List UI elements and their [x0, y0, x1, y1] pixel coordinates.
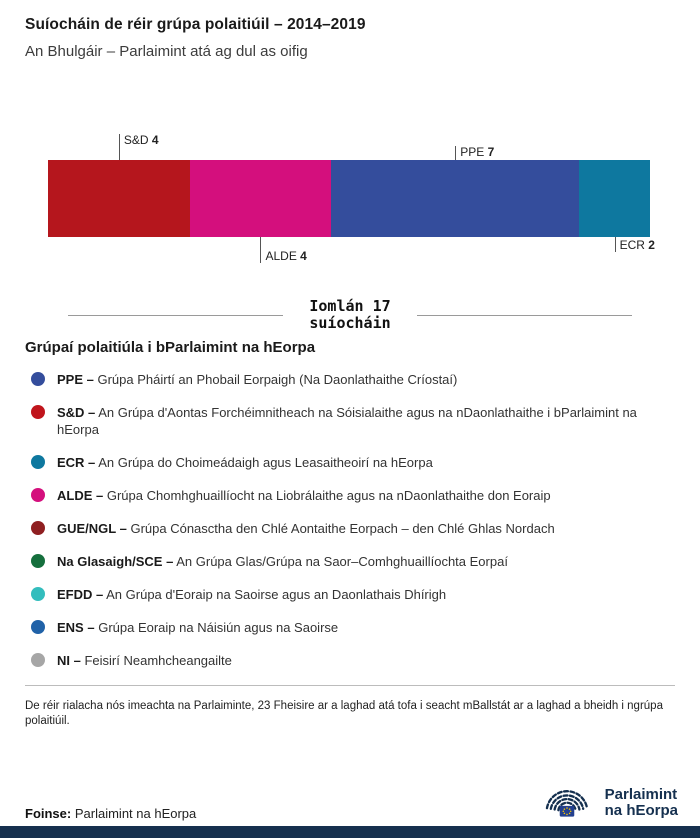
legend-abbr: Na Glasaigh/SCE – [57, 554, 174, 569]
legend-item-guengl: GUE/NGL – Grúpa Cónasctha den Chlé Aonta… [25, 520, 675, 537]
legend-abbr: GUE/NGL – [57, 521, 127, 536]
page-title: Suíocháin de réir grúpa polaitiúil – 201… [25, 16, 366, 33]
total-seats-line2: suíocháin [309, 314, 391, 332]
label-tick [260, 237, 262, 263]
bar-segment-ecr [579, 160, 650, 237]
bar-label-value: 7 [487, 145, 495, 159]
bar-label-value: 2 [648, 238, 655, 252]
eu-flag [559, 805, 574, 817]
total-seats-banner: Iomlán 17 suíocháin [68, 298, 632, 332]
source-label: Foinse: [25, 806, 72, 821]
footnote-text: De réir rialacha nós imeachta na Parlaim… [25, 700, 663, 727]
legend-item-efdd: EFDD – An Grúpa d'Eoraip na Saoirse agus… [25, 586, 675, 603]
bar-label-value: 4 [151, 133, 159, 147]
banner-rule-left [68, 314, 284, 316]
legend-abbr: ENS – [57, 620, 95, 635]
legend-color-dot [31, 488, 45, 502]
source-value: Parlaimint na hEorpa [74, 806, 197, 821]
bar-segment-alde [189, 160, 332, 237]
total-seats-line1: Iomlán 17 [309, 297, 391, 315]
legend-desc: Grúpa Eoraip na Náisiún agus na Saoirse [98, 620, 339, 635]
legend-color-dot [31, 587, 45, 601]
header: Suíocháin de réir grúpa polaitiúil – 201… [0, 0, 700, 60]
legend-abbr: EFDD – [57, 587, 104, 602]
legend-item-ens: ENS – Grúpa Eoraip na Náisiún agus na Sa… [25, 619, 675, 636]
legend-abbr: PPE – [57, 372, 94, 387]
bar-label-group: S&D [123, 133, 149, 147]
legend-abbr: ALDE – [57, 488, 104, 503]
legend-item-sd: S&D – An Grúpa d'Aontas Forchéimnitheach… [25, 404, 675, 438]
legend-color-dot [31, 554, 45, 568]
european-parliament-logo-block: Parlaimint na hEorpa [536, 782, 678, 824]
legend-desc: An Grúpa Glas/Grúpa na Saor–Comhghuaillí… [176, 554, 508, 569]
legend-color-dot [31, 620, 45, 634]
total-seats-text: Iomlán 17 suíocháin [309, 298, 390, 332]
european-parliament-logo-icon [545, 790, 588, 817]
bar-label-ecr: ECR 2 [614, 237, 655, 252]
legend-item-alde: ALDE – Grúpa Chomhghuaillíocht na Liobrá… [25, 487, 675, 504]
legend-color-dot [31, 521, 45, 535]
footnote-divider [25, 685, 675, 686]
bar-segment-sd [48, 160, 190, 237]
legend-color-dot [31, 653, 45, 667]
legend-color-dot [31, 405, 45, 419]
bar-label-group: PPE [460, 145, 485, 159]
source-line: Foinse: Parlaimint na hEorpa [25, 806, 196, 821]
legend-item-ecr: ECR – An Grúpa do Choimeádaigh agus Leas… [25, 454, 675, 471]
page-subtitle: An Bhulgáir – Parlaimint atá ag dul as o… [25, 43, 308, 60]
legend-list: PPE – Grúpa Pháirtí an Phobail Eorpaigh … [25, 371, 675, 669]
legend-abbr: NI – [57, 653, 81, 668]
legend-abbr: S&D – [57, 405, 96, 420]
logo-wordmark: Parlaimint na hEorpa [605, 787, 678, 819]
eu-flag-stars [562, 807, 572, 816]
bar-label-ppe: PPE 7 [455, 146, 494, 160]
bar-label-alde: ALDE 4 [260, 237, 307, 263]
legend-desc: An Grúpa d'Eoraip na Saoirse agus an Dao… [106, 587, 447, 602]
legend-desc: Grúpa Cónasctha den Chlé Aontaithe Eorpa… [130, 521, 555, 536]
legend-heading: Grúpaí polaitiúla i bParlaimint na hEorp… [25, 339, 316, 356]
bar-label-value: 4 [300, 249, 307, 263]
legend-desc: Grúpa Pháirtí an Phobail Eorpaigh (Na Da… [97, 372, 458, 387]
label-tick [118, 134, 120, 160]
logo-line2: na hEorpa [604, 802, 678, 819]
legend-abbr: ECR – [57, 455, 96, 470]
bar-label-group: ALDE [265, 249, 297, 263]
seat-bar [48, 160, 650, 237]
bar-label-sd: S&D 4 [118, 133, 159, 160]
legend-desc: Grúpa Chomhghuaillíocht na Liobrálaithe … [106, 488, 551, 503]
label-tick [455, 146, 457, 160]
bottom-navy-bar [0, 826, 700, 838]
banner-rule-right [416, 314, 632, 316]
bar-segment-ppe [331, 160, 580, 237]
legend-desc: Feisirí Neamhcheangailte [84, 653, 232, 668]
stacked-bar-chart: S&D 4 PPE 7 ALDE 4 ECR 2 [48, 110, 655, 272]
legend-color-dot [31, 455, 45, 469]
legend-item-ppe: PPE – Grúpa Pháirtí an Phobail Eorpaigh … [25, 371, 675, 388]
legend-desc: An Grúpa d'Aontas Forchéimnitheach na Só… [57, 405, 637, 437]
legend-item-glasaigh: Na Glasaigh/SCE – An Grúpa Glas/Grúpa na… [25, 553, 675, 570]
legend-color-dot [31, 372, 45, 386]
logo-line1: Parlaimint [604, 786, 678, 803]
label-tick [614, 237, 616, 252]
legend-item-ni: NI – Feisirí Neamhcheangailte [25, 652, 675, 669]
legend-desc: An Grúpa do Choimeádaigh agus Leasaitheo… [98, 455, 433, 470]
bar-label-group: ECR [619, 238, 645, 252]
